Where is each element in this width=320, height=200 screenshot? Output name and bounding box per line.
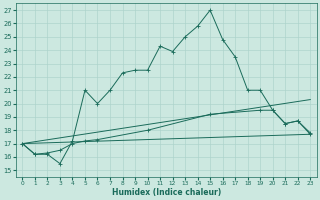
- X-axis label: Humidex (Indice chaleur): Humidex (Indice chaleur): [112, 188, 221, 197]
